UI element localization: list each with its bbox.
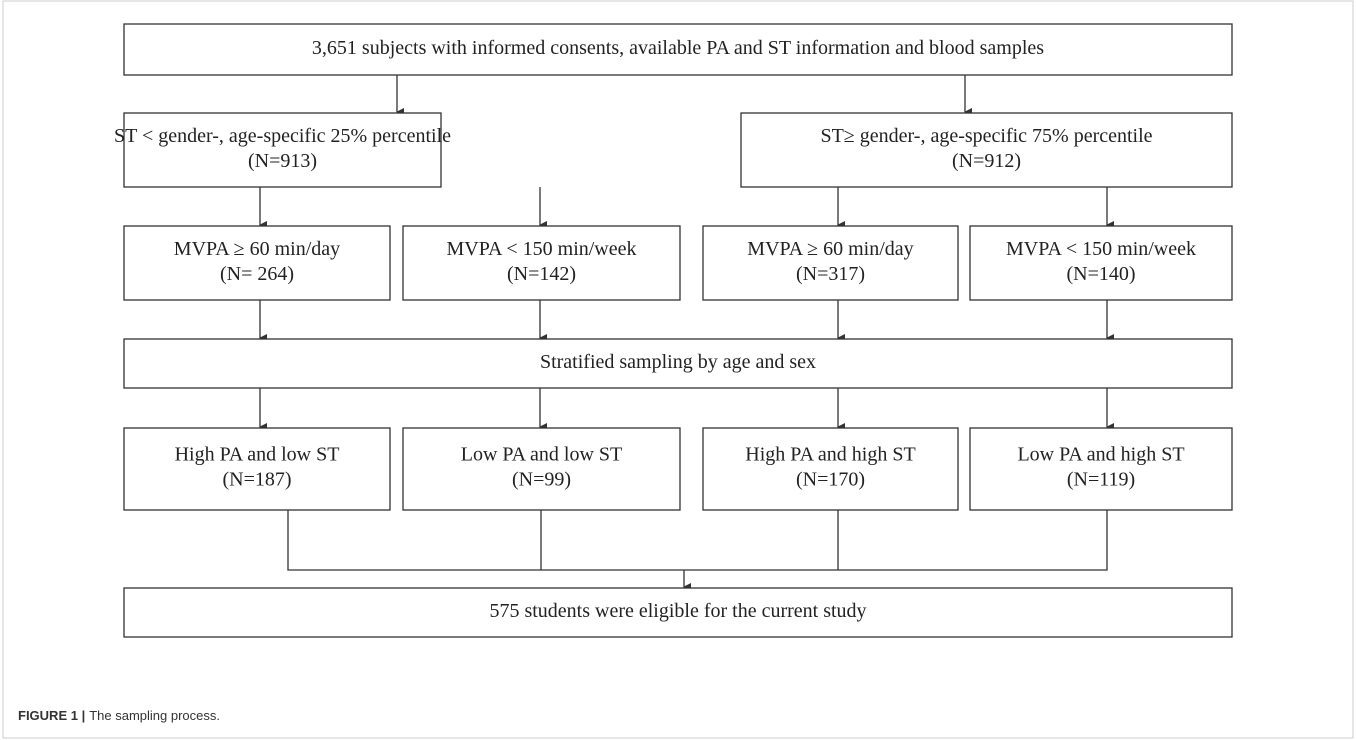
node: MVPA ≥ 60 min/day (N=317) [702,225,959,301]
node-box [123,427,391,511]
node-label: (N=912) [952,150,1021,172]
node-label: 3,651 subjects with informed consents, a… [312,37,1044,59]
node-label: Low PA and low ST [461,444,623,466]
node-label: 575 students were eligible for the curre… [489,600,866,622]
node-label: MVPA < 150 min/week [447,238,637,260]
node-label: Low PA and high ST [1017,444,1184,466]
node: MVPA < 150 min/week (N=142) [402,225,681,301]
node-label: High PA and low ST [175,444,340,466]
node-label: ST≥ gender-, age-specific 75% percentile [820,125,1152,147]
node: 575 students were eligible for the curre… [123,587,1233,638]
node-label: (N=170) [796,469,865,491]
node: Low PA and high ST (N=119) [969,427,1233,511]
node-label: (N= 264) [220,263,294,285]
node: ST < gender-, age-specific 25% percentil… [114,112,451,188]
node-box [123,225,391,301]
caption: FIGURE 1 | The sampling process. [18,708,220,723]
node: MVPA < 150 min/week (N=140) [969,225,1233,301]
node-label: MVPA ≥ 60 min/day [747,238,913,260]
node: Low PA and low ST (N=99) [402,427,681,511]
connectors [259,75,1114,591]
node-box [123,338,1233,389]
nodes: 3,651 subjects with informed consents, a… [114,23,1233,638]
caption-text: The sampling process. [89,708,220,723]
node-box [123,587,1233,638]
node-label: (N=119) [1067,469,1135,491]
node-label: MVPA ≥ 60 min/day [174,238,340,260]
node: MVPA ≥ 60 min/day (N= 264) [123,225,391,301]
node-label: MVPA < 150 min/week [1006,238,1196,260]
node: High PA and high ST (N=170) [702,427,959,511]
node-label: (N=99) [512,469,571,491]
node: 3,651 subjects with informed consents, a… [123,23,1233,76]
node-label: (N=913) [248,150,317,172]
node-label: Stratified sampling by age and sex [540,351,816,373]
node-box [402,427,681,511]
node-label: ST < gender-, age-specific 25% percentil… [114,125,451,147]
node: ST≥ gender-, age-specific 75% percentile… [740,112,1233,188]
node: High PA and low ST (N=187) [123,427,391,511]
node-label: (N=140) [1066,263,1135,285]
caption-label: FIGURE 1 | [18,708,85,723]
node-label: (N=142) [507,263,576,285]
node-label: (N=187) [222,469,291,491]
node-box [969,225,1233,301]
node-box [702,225,959,301]
node-label: High PA and high ST [745,444,915,466]
node-label: (N=317) [796,263,865,285]
node-box [702,427,959,511]
merge-line [287,510,1108,571]
node-box [402,225,681,301]
node: Stratified sampling by age and sex [123,338,1233,389]
node-box [123,23,1233,76]
node-box [123,112,442,188]
node-box [969,427,1233,511]
node-box [740,112,1233,188]
